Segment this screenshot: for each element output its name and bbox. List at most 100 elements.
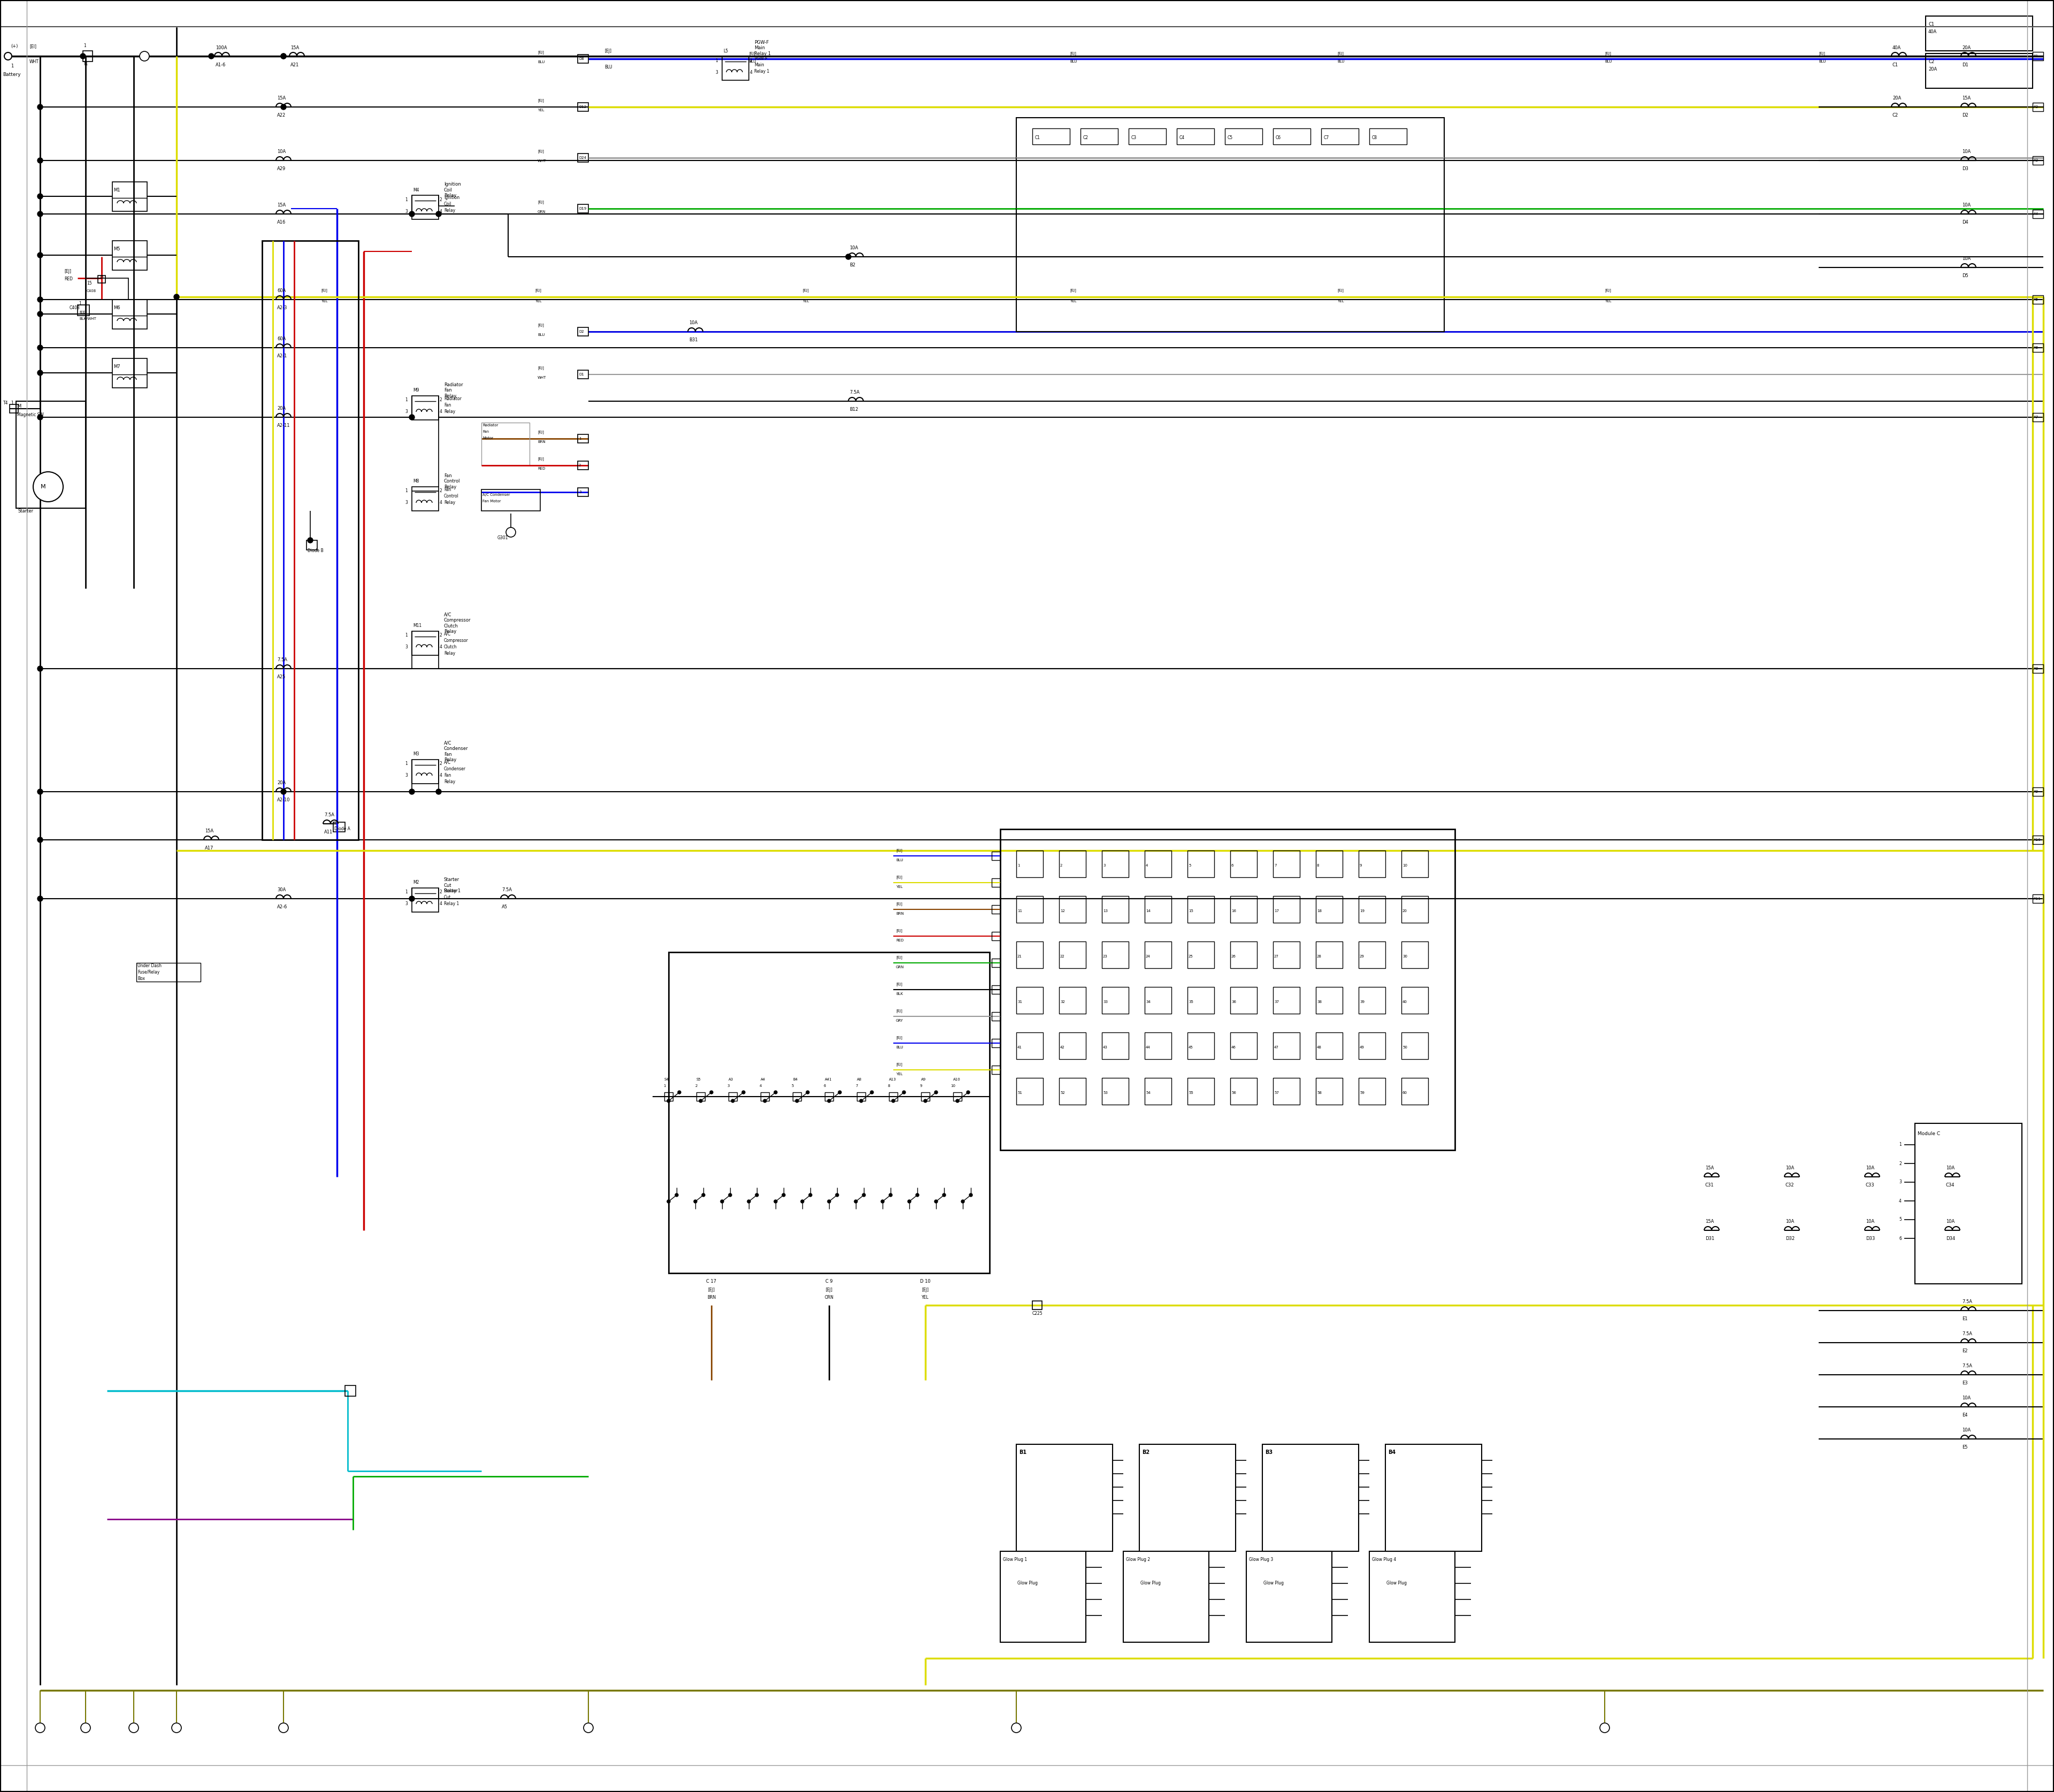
Text: [EJ]: [EJ] (1337, 52, 1343, 56)
Text: 20A: 20A (1929, 66, 1937, 72)
Text: 2: 2 (579, 464, 581, 468)
Text: 7.5A: 7.5A (277, 658, 288, 663)
Text: BLK: BLK (896, 993, 904, 996)
Text: 5: 5 (791, 1084, 795, 1088)
Text: T4: T4 (4, 400, 8, 405)
Bar (992, 959, 1000, 968)
Circle shape (37, 667, 43, 672)
Text: Cut: Cut (444, 894, 452, 900)
Text: D3: D3 (1962, 167, 1968, 172)
Text: A9: A9 (2033, 790, 2040, 794)
Text: Relay: Relay (444, 650, 456, 656)
Text: BLU: BLU (896, 858, 904, 862)
Text: 2: 2 (440, 762, 442, 767)
Text: [EJ]: [EJ] (538, 457, 544, 461)
Text: 21: 21 (1017, 955, 1023, 959)
Text: M5: M5 (113, 246, 119, 251)
Text: 1: 1 (405, 891, 407, 894)
Text: [EJ]: [EJ] (1337, 289, 1343, 292)
Circle shape (35, 1722, 45, 1733)
Text: C1: C1 (1929, 22, 1935, 27)
Text: Starter: Starter (444, 889, 458, 892)
Bar (413, 195, 440, 219)
Bar (2033, 894, 2044, 903)
Text: A2-3: A2-3 (277, 306, 288, 310)
Text: 57: 57 (1273, 1091, 1280, 1095)
Text: 29: 29 (1360, 955, 1364, 959)
Text: 8: 8 (1317, 864, 1319, 867)
Bar (1230, 896, 1257, 923)
Circle shape (935, 1091, 939, 1093)
Text: Clutch: Clutch (444, 645, 458, 649)
Text: D8: D8 (579, 57, 583, 61)
Text: BLK/WHT: BLK/WHT (80, 317, 97, 321)
Circle shape (676, 1193, 678, 1197)
Text: 7: 7 (857, 1084, 859, 1088)
Text: Coil: Coil (444, 202, 452, 206)
Text: A/C: A/C (444, 760, 452, 765)
Text: C 9: C 9 (826, 1279, 832, 1283)
Bar (1321, 129, 1358, 145)
Text: 60: 60 (1403, 1091, 1407, 1095)
Bar (481, 489, 540, 511)
Text: 10: 10 (951, 1084, 955, 1088)
Text: BLU: BLU (1604, 59, 1612, 63)
Text: Radiator
Fan
Relay: Radiator Fan Relay (444, 382, 462, 398)
Text: 24: 24 (1146, 955, 1150, 959)
Bar (1144, 896, 1171, 923)
Text: 20A: 20A (277, 781, 286, 785)
Bar (2033, 296, 2044, 305)
Text: YEL: YEL (1070, 299, 1076, 303)
Text: M4: M4 (413, 188, 419, 192)
Text: 30A: 30A (277, 887, 286, 892)
Bar (1017, 118, 1444, 332)
Circle shape (1600, 1722, 1610, 1733)
Bar (577, 154, 587, 161)
Bar (1230, 1032, 1257, 1059)
Text: WHT: WHT (29, 59, 39, 65)
Text: 7.5A: 7.5A (325, 814, 335, 817)
Text: 1: 1 (715, 57, 717, 63)
Text: 40A: 40A (1892, 45, 1902, 50)
Bar (723, 56, 750, 81)
Bar (670, 952, 990, 1272)
Text: A/C
Compressor
Clutch
Relay: A/C Compressor Clutch Relay (444, 613, 470, 634)
Bar (1401, 941, 1428, 968)
Text: A10: A10 (2033, 839, 2042, 842)
Text: 56: 56 (1230, 1091, 1237, 1095)
Text: M2: M2 (413, 880, 419, 885)
Text: YEL: YEL (896, 885, 902, 889)
Bar (953, 1093, 961, 1100)
Text: Battery: Battery (2, 72, 21, 77)
Text: Ignition: Ignition (444, 195, 460, 201)
Bar (1273, 1032, 1300, 1059)
Circle shape (943, 1193, 945, 1197)
Text: [EJ]: [EJ] (538, 323, 544, 326)
Text: A/C
Condenser
Fan
Relay: A/C Condenser Fan Relay (444, 740, 468, 762)
Text: D32: D32 (1785, 1236, 1795, 1242)
Text: C4: C4 (1179, 136, 1185, 140)
Text: 10A: 10A (277, 149, 286, 154)
Text: 44: 44 (1146, 1047, 1150, 1048)
Text: [EJ]: [EJ] (538, 50, 544, 54)
Text: GRN: GRN (896, 966, 904, 969)
Text: A7: A7 (2033, 416, 2040, 419)
Circle shape (37, 312, 43, 317)
Circle shape (505, 527, 516, 538)
Text: YEL: YEL (1337, 299, 1343, 303)
Text: Relay 1: Relay 1 (444, 901, 460, 907)
Text: 3: 3 (1103, 864, 1105, 867)
Circle shape (731, 1098, 735, 1102)
Text: 15A: 15A (205, 830, 214, 833)
Bar (413, 396, 440, 419)
Text: D19: D19 (579, 208, 585, 210)
Bar (1401, 987, 1428, 1014)
Text: 7.5A: 7.5A (850, 391, 859, 394)
Text: D1: D1 (1962, 63, 1968, 66)
Text: C2: C2 (1082, 136, 1089, 140)
Text: 13: 13 (1103, 909, 1107, 912)
Bar (1317, 987, 1343, 1014)
Circle shape (4, 52, 12, 59)
Bar (2033, 344, 2044, 351)
Bar (1273, 851, 1300, 878)
